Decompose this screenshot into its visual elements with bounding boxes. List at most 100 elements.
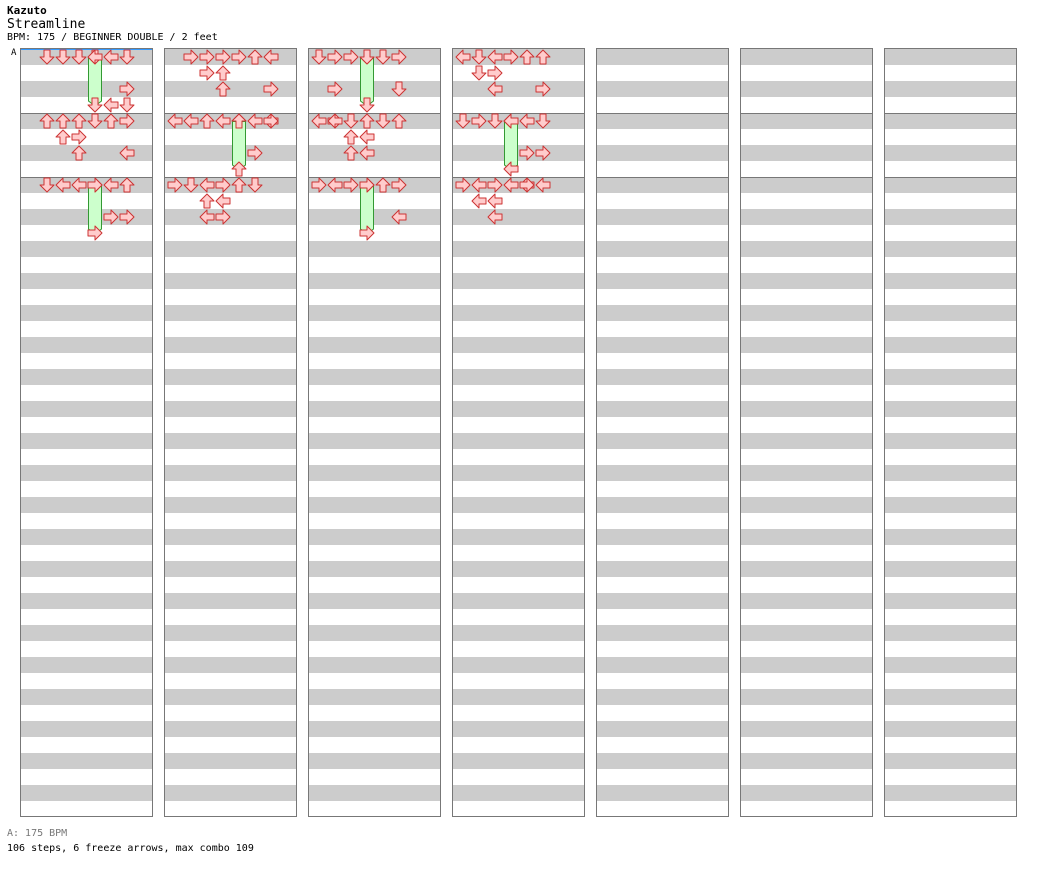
step-arrow-down-icon xyxy=(535,113,551,129)
step-arrow-right-icon xyxy=(391,49,407,65)
step-arrow-left-icon xyxy=(487,209,503,225)
step-arrow-up-icon xyxy=(359,113,375,129)
step-arrow-left-icon xyxy=(359,129,375,145)
step-arrow-up-icon xyxy=(231,177,247,193)
chart-column-4 xyxy=(452,48,585,817)
chart-header: Kazuto Streamline BPM: 175 / BEGINNER DO… xyxy=(7,4,218,44)
measure-line xyxy=(885,177,1016,178)
step-arrow-up-icon xyxy=(215,65,231,81)
step-arrow-right-icon xyxy=(263,113,279,129)
chart-footer: A: 175 BPM 106 steps, 6 freeze arrows, m… xyxy=(7,826,254,856)
chart-column-6 xyxy=(740,48,873,817)
step-arrow-left-icon xyxy=(199,209,215,225)
measure-line xyxy=(309,113,440,114)
step-arrow-right-icon xyxy=(119,209,135,225)
step-arrow-up-icon xyxy=(247,49,263,65)
step-arrow-down-icon xyxy=(311,49,327,65)
artist-name: Kazuto xyxy=(7,4,47,17)
step-arrow-left-icon xyxy=(471,193,487,209)
freeze-tail-arrow-up-icon xyxy=(231,161,247,177)
freeze-tail-arrow-right-icon xyxy=(87,225,103,241)
step-arrow-up-icon xyxy=(199,193,215,209)
step-arrow-left-icon xyxy=(471,177,487,193)
step-arrow-down-icon xyxy=(39,49,55,65)
measure-line xyxy=(309,177,440,178)
step-arrow-down-icon xyxy=(119,97,135,113)
step-arrow-right-icon xyxy=(359,177,375,193)
chart-column-1 xyxy=(20,48,153,817)
step-arrow-right-icon xyxy=(199,49,215,65)
step-arrow-up-icon xyxy=(231,113,247,129)
bpm-change-marker: A xyxy=(11,48,17,58)
step-arrow-right-icon xyxy=(519,145,535,161)
step-arrow-left-icon xyxy=(311,113,327,129)
step-arrow-right-icon xyxy=(103,209,119,225)
step-arrow-right-icon xyxy=(167,177,183,193)
step-arrow-down-icon xyxy=(455,113,471,129)
song-title: Streamline xyxy=(7,17,86,32)
step-arrow-down-icon xyxy=(183,177,199,193)
step-arrow-right-icon xyxy=(199,65,215,81)
step-arrow-left-icon xyxy=(247,113,263,129)
measure-line xyxy=(741,113,872,114)
step-arrow-left-icon xyxy=(487,81,503,97)
step-arrow-down-icon xyxy=(87,113,103,129)
step-arrow-up-icon xyxy=(343,145,359,161)
step-arrow-right-icon xyxy=(519,177,535,193)
step-arrow-right-icon xyxy=(247,145,263,161)
step-arrow-right-icon xyxy=(455,177,471,193)
step-arrow-left-icon xyxy=(119,145,135,161)
step-arrow-down-icon xyxy=(119,49,135,65)
step-arrow-right-icon xyxy=(487,65,503,81)
step-arrow-right-icon xyxy=(311,177,327,193)
step-arrow-right-icon xyxy=(71,129,87,145)
step-arrow-left-icon xyxy=(391,209,407,225)
step-arrow-left-icon xyxy=(55,177,71,193)
step-arrow-right-icon xyxy=(183,49,199,65)
freeze-tail-arrow-down-icon xyxy=(359,97,375,113)
step-arrow-up-icon xyxy=(375,177,391,193)
freeze-tail-arrow-right-icon xyxy=(359,225,375,241)
step-arrow-down-icon xyxy=(375,113,391,129)
step-arrow-left-icon xyxy=(327,113,343,129)
step-arrow-up-icon xyxy=(71,145,87,161)
step-arrow-right-icon xyxy=(487,177,503,193)
step-arrow-left-icon xyxy=(167,113,183,129)
step-arrow-left-icon xyxy=(103,97,119,113)
step-arrow-down-icon xyxy=(71,49,87,65)
chart-column-5 xyxy=(596,48,729,817)
chart-info: BPM: 175 / BEGINNER DOUBLE / 2 feet xyxy=(7,32,218,43)
measure-line xyxy=(741,177,872,178)
step-arrow-left-icon xyxy=(455,49,471,65)
step-arrow-left-icon xyxy=(183,113,199,129)
step-arrow-up-icon xyxy=(119,177,135,193)
step-arrow-up-icon xyxy=(39,113,55,129)
step-arrow-up-icon xyxy=(103,113,119,129)
step-arrow-left-icon xyxy=(215,113,231,129)
step-arrow-up-icon xyxy=(215,81,231,97)
step-arrow-right-icon xyxy=(327,81,343,97)
freeze-tail-arrow-down-icon xyxy=(87,97,103,113)
step-arrow-left-icon xyxy=(87,49,103,65)
step-arrow-down-icon xyxy=(391,81,407,97)
step-arrow-down-icon xyxy=(55,49,71,65)
step-arrow-right-icon xyxy=(391,177,407,193)
measure-line xyxy=(21,113,152,114)
step-arrow-up-icon xyxy=(391,113,407,129)
step-arrow-up-icon xyxy=(71,113,87,129)
step-arrow-right-icon xyxy=(231,49,247,65)
step-arrow-right-icon xyxy=(215,177,231,193)
step-arrow-left-icon xyxy=(103,177,119,193)
measure-line xyxy=(453,177,584,178)
chart-column-2 xyxy=(164,48,297,817)
measure-line xyxy=(597,113,728,114)
bpm-summary: A: 175 BPM xyxy=(7,828,68,839)
step-arrow-down-icon xyxy=(375,49,391,65)
step-arrow-right-icon xyxy=(343,49,359,65)
measure-line xyxy=(21,177,152,178)
step-arrow-right-icon xyxy=(327,49,343,65)
step-arrow-left-icon xyxy=(359,145,375,161)
chart-column-3 xyxy=(308,48,441,817)
step-arrow-left-icon xyxy=(519,113,535,129)
